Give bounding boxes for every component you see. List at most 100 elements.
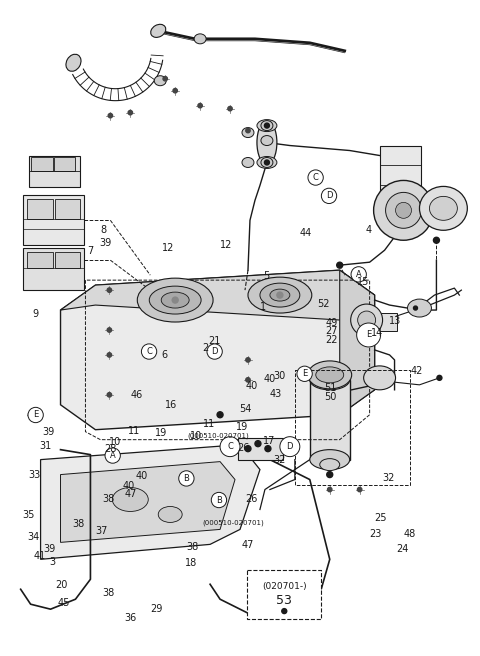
Text: D: D: [211, 347, 218, 356]
Text: 1: 1: [260, 302, 266, 312]
Ellipse shape: [420, 186, 468, 230]
Text: 24: 24: [396, 544, 409, 554]
Text: 16: 16: [166, 400, 178, 410]
Text: 30: 30: [274, 371, 286, 381]
Text: 33: 33: [28, 470, 40, 480]
Text: 14: 14: [371, 328, 384, 338]
Text: 22: 22: [325, 335, 338, 345]
Circle shape: [172, 297, 178, 303]
Text: 19: 19: [236, 422, 249, 432]
Text: 49: 49: [326, 318, 338, 328]
Bar: [380, 146, 421, 220]
Text: 23: 23: [369, 529, 381, 539]
Text: 45: 45: [58, 598, 70, 607]
Text: 31: 31: [39, 441, 51, 451]
Text: 6: 6: [161, 350, 168, 360]
Circle shape: [107, 392, 111, 397]
Text: 54: 54: [240, 404, 252, 414]
Text: E: E: [366, 331, 371, 339]
Circle shape: [217, 412, 223, 418]
Text: C: C: [227, 442, 233, 451]
Text: 48: 48: [404, 529, 416, 539]
Text: 26: 26: [245, 495, 257, 504]
Ellipse shape: [364, 366, 396, 390]
Circle shape: [265, 445, 271, 451]
Text: 17: 17: [263, 436, 275, 445]
Ellipse shape: [261, 136, 273, 146]
Ellipse shape: [351, 304, 383, 336]
Bar: [29, 155, 81, 188]
Ellipse shape: [154, 75, 166, 86]
Text: A: A: [356, 270, 361, 279]
Circle shape: [413, 306, 418, 310]
Ellipse shape: [220, 437, 240, 457]
Text: 21: 21: [208, 336, 221, 346]
Text: 20: 20: [55, 580, 68, 590]
Ellipse shape: [161, 292, 189, 308]
Circle shape: [327, 487, 332, 492]
Ellipse shape: [261, 157, 273, 167]
Ellipse shape: [66, 54, 81, 72]
Text: D: D: [326, 192, 332, 200]
Circle shape: [246, 129, 250, 133]
Text: 52: 52: [317, 298, 330, 309]
Ellipse shape: [194, 34, 206, 44]
Text: 39: 39: [99, 238, 111, 248]
Text: 4: 4: [365, 225, 372, 235]
Text: 27: 27: [325, 326, 338, 337]
Ellipse shape: [261, 121, 273, 131]
Text: (000510-020701): (000510-020701): [202, 520, 264, 526]
Bar: [238, 438, 283, 460]
Ellipse shape: [358, 311, 376, 329]
Circle shape: [433, 237, 439, 243]
Text: 32: 32: [382, 474, 395, 483]
Bar: [26, 199, 52, 219]
Ellipse shape: [151, 24, 166, 37]
Text: 40: 40: [246, 381, 258, 391]
Circle shape: [282, 609, 287, 613]
Circle shape: [308, 170, 323, 185]
Circle shape: [198, 104, 202, 108]
Ellipse shape: [408, 299, 432, 317]
Circle shape: [336, 262, 343, 268]
Circle shape: [107, 328, 111, 332]
Text: 38: 38: [72, 520, 85, 529]
Circle shape: [179, 471, 194, 486]
Ellipse shape: [257, 121, 277, 165]
Text: B: B: [183, 474, 189, 483]
Ellipse shape: [310, 449, 350, 470]
Text: 38: 38: [102, 588, 115, 598]
Ellipse shape: [396, 202, 411, 218]
Text: 46: 46: [131, 390, 143, 400]
Bar: [54, 157, 75, 171]
Bar: [310, 380, 350, 460]
Polygon shape: [340, 270, 374, 415]
Bar: [374, 313, 396, 331]
Ellipse shape: [430, 196, 457, 220]
Polygon shape: [41, 445, 260, 560]
Text: 11: 11: [203, 419, 215, 429]
Text: 19: 19: [155, 428, 167, 438]
Circle shape: [358, 487, 362, 492]
Circle shape: [173, 89, 178, 93]
Text: 47: 47: [125, 489, 137, 499]
Ellipse shape: [280, 437, 300, 457]
Circle shape: [207, 344, 222, 359]
Circle shape: [297, 366, 312, 381]
Bar: [23, 195, 84, 245]
Ellipse shape: [248, 277, 312, 313]
Text: C: C: [312, 173, 319, 182]
Circle shape: [211, 493, 227, 508]
Ellipse shape: [242, 127, 254, 138]
Text: 15: 15: [357, 277, 370, 287]
Text: 10: 10: [109, 438, 122, 447]
Ellipse shape: [316, 367, 344, 383]
Text: 25: 25: [374, 513, 386, 523]
Bar: [31, 157, 52, 171]
Circle shape: [28, 407, 43, 422]
Circle shape: [255, 441, 261, 447]
Text: 40: 40: [264, 374, 276, 384]
Circle shape: [246, 378, 250, 382]
Text: 38: 38: [186, 542, 198, 552]
Text: 3: 3: [49, 556, 56, 567]
